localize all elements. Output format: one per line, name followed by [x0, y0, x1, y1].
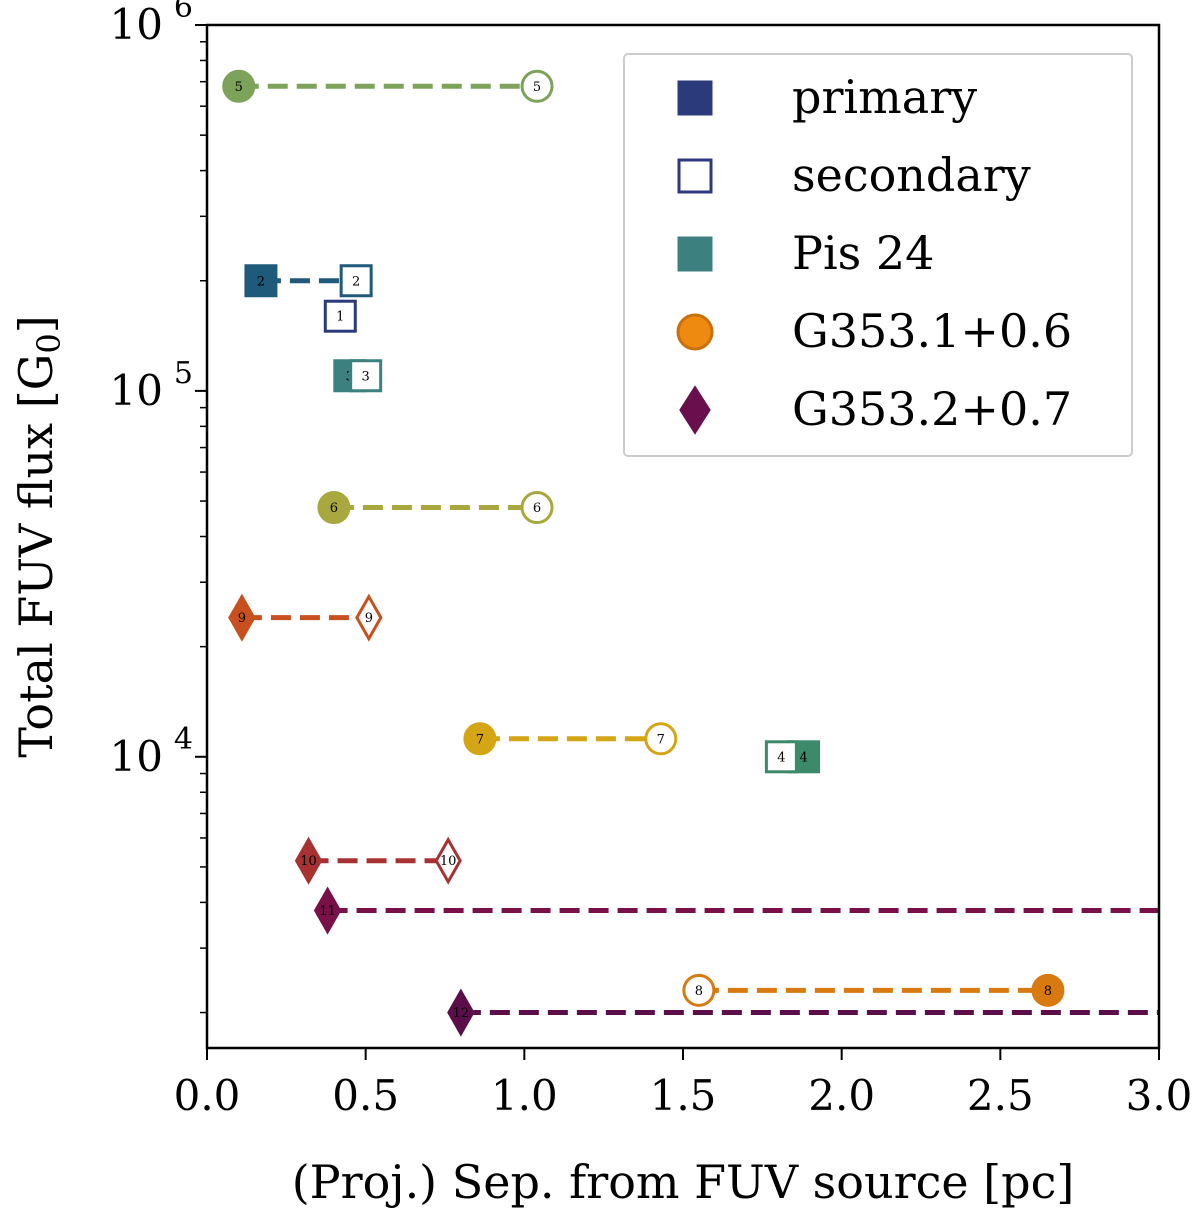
marker-shape [294, 836, 323, 885]
marker-5-open: 5 [520, 69, 554, 103]
marker-shape [764, 740, 798, 774]
y-tick-exponent: 5 [174, 356, 193, 391]
y-tick-label: 10 [110, 366, 163, 415]
legend-swatch [677, 158, 713, 194]
legend-label: primary [792, 70, 977, 124]
marker-7-filled: 7 [463, 722, 497, 756]
marker-label: 5 [533, 80, 541, 95]
marker-label: 9 [238, 611, 246, 626]
marker-label: 8 [1044, 984, 1052, 999]
legend-entry: secondary [677, 148, 1031, 202]
marker-2-filled: 2 [244, 264, 278, 298]
x-tick-label: 2.5 [967, 1071, 1034, 1120]
marker-shape [463, 722, 497, 756]
legend-swatch [677, 236, 713, 272]
marker-shape [355, 593, 383, 642]
marker-shape [339, 264, 373, 298]
y-axis-title-main: Total FUV flux [G [9, 354, 63, 758]
marker-label: 4 [799, 750, 807, 765]
marker-shape [349, 359, 383, 393]
marker-label: 1 [336, 310, 344, 325]
marker-10-open: 10 [434, 836, 462, 885]
dashed-lines-layer [238, 83, 1159, 1016]
marker-9-filled: 9 [228, 593, 256, 642]
marker-label: 6 [533, 501, 541, 516]
marker-5-filled: 5 [222, 69, 256, 103]
axis-ticks-layer: 0.0 0.5 1.0 1.5 2.0 2.5 3.0 10 4 10 5 10 6 [110, 0, 1193, 1120]
marker-shape [520, 69, 554, 103]
marker-label: 8 [695, 984, 703, 999]
legend-label: Pis 24 [792, 226, 934, 280]
x-tick-label: 1.0 [491, 1071, 558, 1120]
marker-label: 7 [657, 732, 665, 747]
marker-12-filled: 12 [447, 988, 475, 1037]
legend-swatch [677, 80, 713, 116]
marker-6-open: 6 [520, 491, 554, 525]
marker-7-open: 7 [644, 722, 678, 756]
y-axis-title: Total FUV flux [G0] [9, 315, 68, 757]
marker-shape [323, 299, 357, 333]
marker-shape [644, 722, 678, 756]
x-tick-label: 3.0 [1126, 1071, 1193, 1120]
marker-10-filled: 10 [294, 836, 323, 885]
y-tick-label: 10 [110, 732, 163, 781]
legend-label: G353.2+0.7 [792, 382, 1072, 436]
marker-label: 3 [362, 369, 370, 384]
legend-swatch [679, 385, 711, 435]
y-axis-title-close: ] [9, 315, 63, 333]
marker-2-open: 2 [339, 264, 373, 298]
y-tick-exponent: 6 [174, 0, 193, 25]
markers-layer: 5522133669977441010118812 [222, 69, 1065, 1037]
legend: primary secondary Pis 24 G353.1+0.6 G353.2+0… [623, 53, 1133, 457]
x-tick-label: 1.5 [650, 1071, 717, 1120]
marker-8-filled: 8 [1031, 973, 1065, 1007]
marker-shape [317, 491, 351, 525]
legend-label: secondary [792, 148, 1031, 202]
marker-shape [313, 886, 342, 935]
marker-shape [244, 264, 278, 298]
marker-shape [434, 836, 462, 885]
x-tick-label: 2.0 [808, 1071, 875, 1120]
marker-3-open: 3 [349, 359, 383, 393]
marker-shape [520, 491, 554, 525]
marker-shape [222, 69, 256, 103]
marker-8-open: 8 [682, 973, 716, 1007]
x-tick-label: 0.5 [332, 1071, 399, 1120]
marker-11-filled: 11 [313, 886, 342, 935]
marker-shape [1031, 973, 1065, 1007]
legend-box [623, 53, 1133, 457]
marker-6-filled: 6 [317, 491, 351, 525]
y-tick-exponent: 4 [174, 722, 193, 757]
marker-9-open: 9 [355, 593, 383, 642]
y-tick-label: 10 [110, 0, 163, 49]
marker-label: 11 [319, 904, 336, 919]
marker-label: 9 [365, 611, 373, 626]
marker-shape [447, 988, 475, 1037]
legend-entry: G353.1+0.6 [676, 304, 1072, 358]
marker-label: 10 [440, 854, 457, 869]
legend-entry: primary [677, 70, 977, 124]
x-axis-title: (Proj.) Sep. from FUV source [pc] [292, 1155, 1075, 1209]
marker-shape [682, 973, 716, 1007]
x-tick-label: 0.0 [174, 1071, 241, 1120]
marker-label: 4 [777, 750, 785, 765]
legend-label: G353.1+0.6 [792, 304, 1072, 358]
marker-label: 5 [235, 80, 243, 95]
marker-1-open: 1 [323, 299, 357, 333]
legend-entry: G353.2+0.7 [679, 382, 1072, 436]
marker-label: 12 [453, 1006, 470, 1021]
marker-label: 6 [330, 501, 338, 516]
y-axis-title-sub: 0 [30, 333, 68, 353]
marker-shape [228, 593, 256, 642]
marker-label: 2 [352, 274, 360, 289]
marker-label: 2 [257, 274, 265, 289]
legend-entry: Pis 24 [677, 226, 934, 280]
legend-swatch [676, 313, 714, 351]
marker-4-open: 4 [764, 740, 798, 774]
marker-label: 7 [476, 732, 484, 747]
marker-label: 10 [300, 854, 317, 869]
